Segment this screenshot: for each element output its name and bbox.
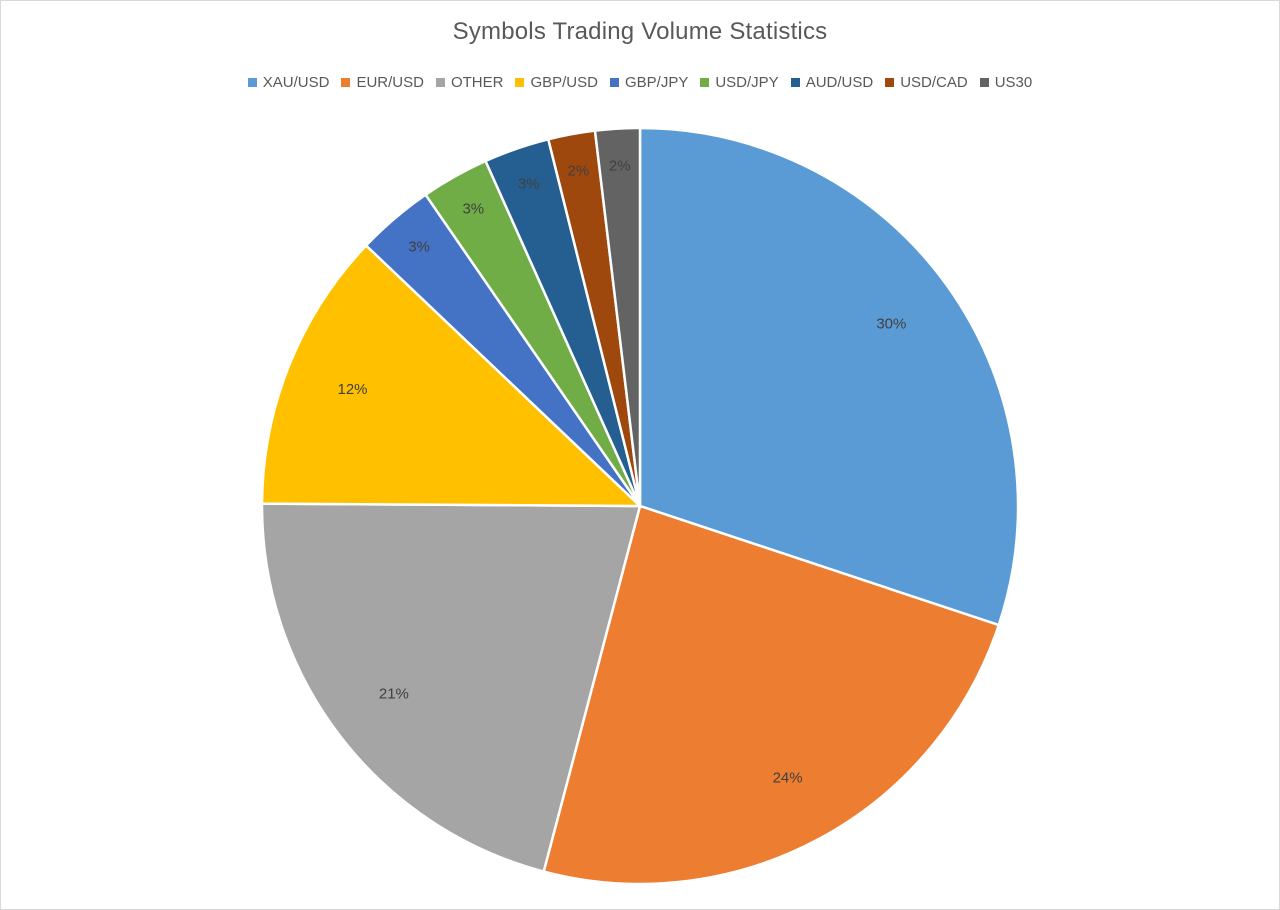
legend-label: GBP/JPY bbox=[624, 74, 689, 91]
legend-label: USD/CAD bbox=[900, 74, 968, 91]
legend-item-xau-usd: XAU/USD bbox=[247, 74, 330, 91]
legend-label: XAU/USD bbox=[262, 74, 330, 91]
legend-label: US30 bbox=[994, 74, 1033, 91]
legend-label: GBP/USD bbox=[530, 74, 598, 91]
legend-swatch bbox=[515, 78, 525, 87]
legend-swatch bbox=[609, 78, 619, 87]
pie-slice-gbp-usd bbox=[260, 244, 642, 508]
legend-item-us30: US30 bbox=[979, 74, 1033, 91]
legend-swatch bbox=[979, 78, 989, 87]
pie-slice-other bbox=[260, 502, 642, 873]
legend-label: OTHER bbox=[450, 74, 504, 91]
pie-slice-xau-usd bbox=[638, 126, 1020, 627]
data-label-usd-jpy: 3% bbox=[462, 200, 484, 217]
pie-slice-eur-usd bbox=[542, 504, 1001, 886]
data-label-other: 21% bbox=[379, 685, 409, 702]
legend-swatch bbox=[885, 78, 895, 87]
legend-item-gbp-jpy: GBP/JPY bbox=[609, 74, 689, 91]
legend-label: USD/JPY bbox=[715, 74, 779, 91]
data-label-us30: 2% bbox=[609, 157, 631, 174]
legend-item-eur-usd: EUR/USD bbox=[341, 74, 424, 91]
legend-label: AUD/USD bbox=[805, 74, 874, 91]
data-label-gbp-usd: 12% bbox=[338, 381, 368, 398]
legend-item-usd-jpy: USD/JPY bbox=[700, 74, 779, 91]
legend-item-other: OTHER bbox=[435, 74, 504, 91]
legend-swatch bbox=[790, 78, 800, 87]
data-label-eur-usd: 24% bbox=[773, 770, 803, 787]
legend-swatch bbox=[435, 78, 445, 87]
data-label-gbp-jpy: 3% bbox=[408, 238, 430, 255]
legend-swatch bbox=[700, 78, 710, 87]
legend-swatch bbox=[247, 78, 257, 87]
chart-title: Symbols Trading Volume Statistics bbox=[452, 18, 828, 45]
pie-slice-us30 bbox=[593, 126, 642, 508]
legend-label: EUR/USD bbox=[356, 74, 424, 91]
legend-item-gbp-usd: GBP/USD bbox=[515, 74, 598, 91]
legend-swatch bbox=[341, 78, 351, 87]
data-label-xau-usd: 30% bbox=[876, 316, 906, 333]
legend-item-usd-cad: USD/CAD bbox=[885, 74, 968, 91]
legend-item-aud-usd: AUD/USD bbox=[790, 74, 874, 91]
data-label-usd-cad: 2% bbox=[568, 162, 590, 179]
legend: XAU/USD EUR/USD OTHER GBP/USD GBP/JPY USD/JPY… bbox=[0, 74, 1280, 91]
data-label-aud-usd: 3% bbox=[518, 175, 540, 192]
